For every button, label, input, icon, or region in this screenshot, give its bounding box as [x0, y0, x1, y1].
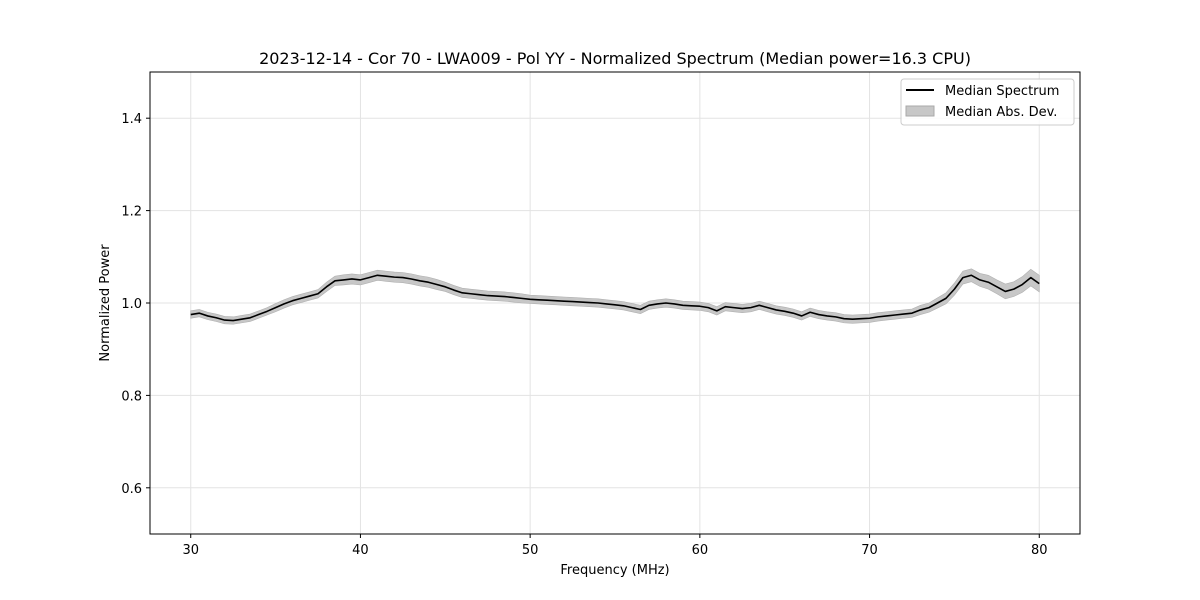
legend-band-swatch: [906, 106, 934, 116]
y-tick-label: 1.2: [121, 205, 142, 220]
y-tick-label: 1.0: [121, 297, 142, 312]
legend: Median Spectrum Median Abs. Dev.: [901, 79, 1074, 125]
chart-title: 2023-12-14 - Cor 70 - LWA009 - Pol YY - …: [259, 49, 971, 68]
spectrum-chart: 2023-12-14 - Cor 70 - LWA009 - Pol YY - …: [0, 0, 1200, 600]
x-tick-label: 30: [182, 543, 199, 558]
y-tick-label: 0.8: [121, 389, 142, 404]
legend-label-median-spectrum: Median Spectrum: [945, 84, 1059, 99]
x-tick-label: 70: [861, 543, 878, 558]
x-tick-label: 80: [1031, 543, 1048, 558]
x-tick-label: 40: [352, 543, 369, 558]
y-tick-label: 0.6: [121, 482, 142, 497]
legend-label-median-abs-dev: Median Abs. Dev.: [945, 105, 1057, 120]
y-axis-label: Normalized Power: [98, 244, 113, 362]
x-tick-label: 50: [522, 543, 539, 558]
x-tick-label: 60: [692, 543, 709, 558]
x-axis-label: Frequency (MHz): [560, 563, 669, 578]
y-tick-label: 1.4: [121, 112, 142, 127]
